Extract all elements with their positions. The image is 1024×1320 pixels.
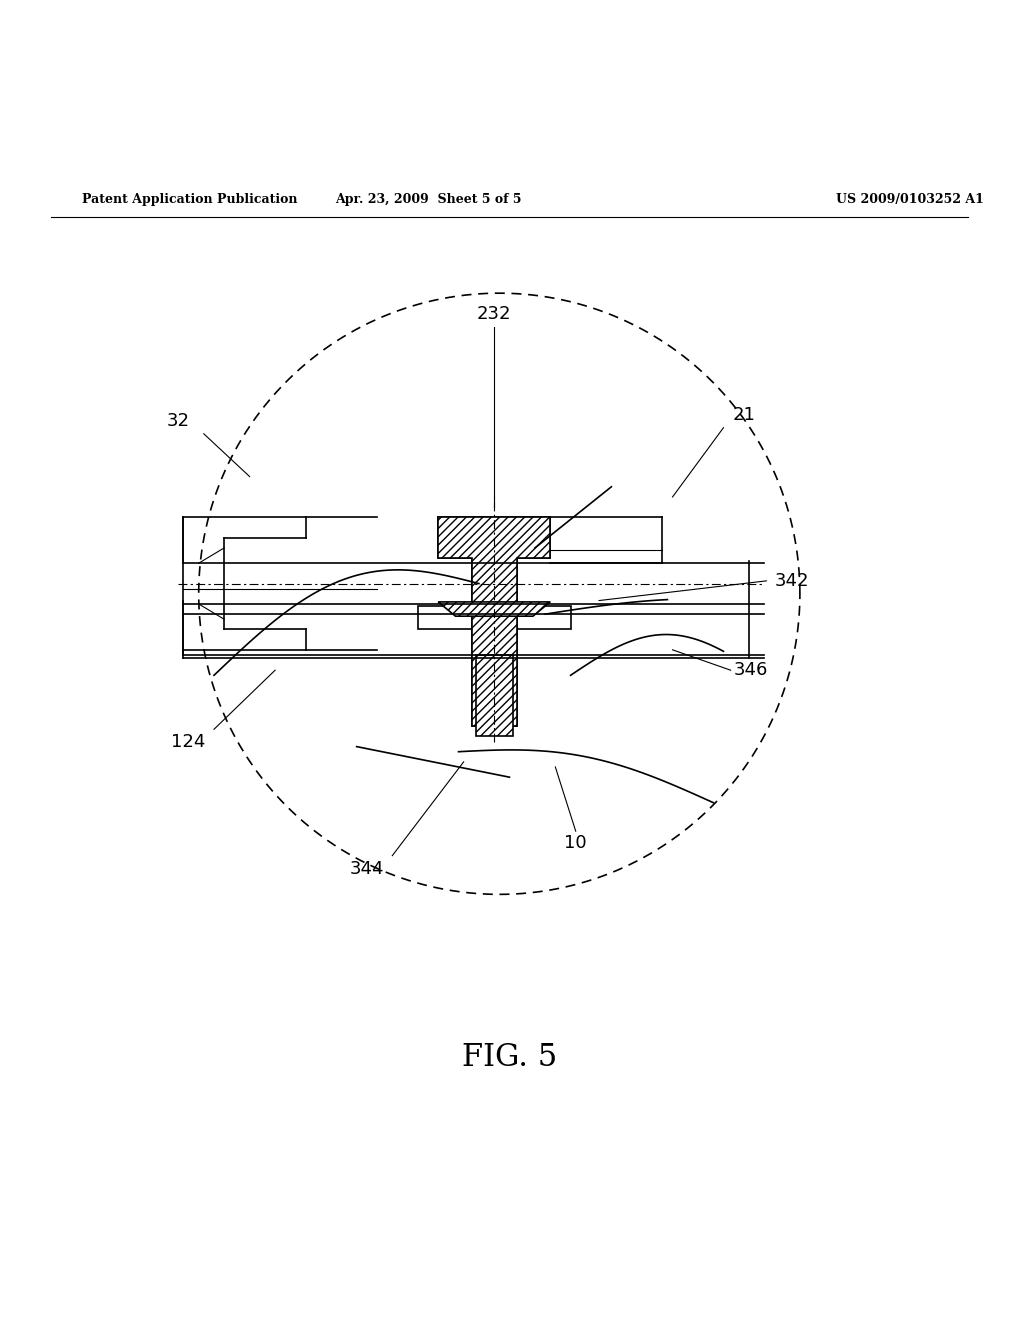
Text: 10: 10 xyxy=(564,834,587,853)
Bar xyxy=(476,655,513,737)
Text: 344: 344 xyxy=(349,859,384,878)
Text: 124: 124 xyxy=(171,733,206,751)
Text: 32: 32 xyxy=(167,412,189,429)
Text: 342: 342 xyxy=(774,572,809,590)
Text: 346: 346 xyxy=(733,661,768,680)
Bar xyxy=(438,517,550,558)
Bar xyxy=(472,558,517,726)
Bar xyxy=(418,606,570,630)
Text: 232: 232 xyxy=(477,305,511,322)
Polygon shape xyxy=(438,517,550,726)
Text: US 2009/0103252 A1: US 2009/0103252 A1 xyxy=(836,193,983,206)
Text: 21: 21 xyxy=(732,407,756,425)
Text: Patent Application Publication: Patent Application Publication xyxy=(82,193,297,206)
Polygon shape xyxy=(438,602,550,616)
Text: Apr. 23, 2009  Sheet 5 of 5: Apr. 23, 2009 Sheet 5 of 5 xyxy=(335,193,521,206)
Text: FIG. 5: FIG. 5 xyxy=(462,1041,557,1073)
